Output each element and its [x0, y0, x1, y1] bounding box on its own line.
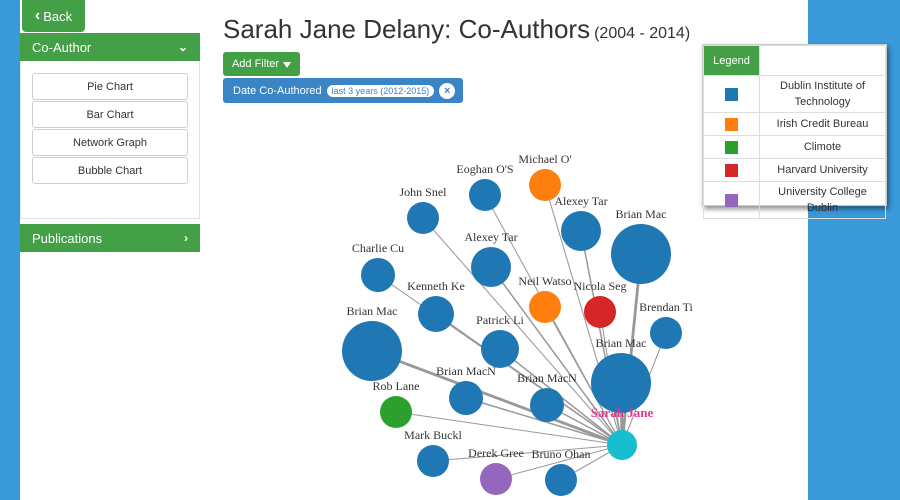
coauthor-label: Rob Lane [373, 379, 420, 393]
publications-header-label: Publications [32, 230, 103, 246]
chevron-down-icon: ⌄ [177, 40, 188, 54]
legend-row: Climote [703, 135, 886, 159]
filter-icon [283, 62, 292, 68]
legend-swatch [725, 117, 738, 131]
legend-row: University College Dublin [703, 181, 886, 219]
coauthor-edge [544, 306, 623, 446]
legend-label: University College Dublin [759, 181, 886, 219]
legend-row: Harvard University [703, 158, 886, 182]
page-title: Sarah Jane Delany: Co-Authors (2004 - 201… [223, 14, 690, 45]
coauthor-label: Alexey Tar [554, 194, 607, 208]
legend-swatch [725, 140, 738, 154]
back-button[interactable]: ‹ Back [22, 0, 85, 32]
title-text: Sarah Jane Delany: Co-Authors [223, 14, 591, 44]
coauthor-label: Brian Mac [596, 336, 647, 350]
coauthor-node[interactable] [584, 296, 616, 328]
legend-swatch [725, 193, 738, 207]
title-years: (2004 - 2014) [594, 25, 691, 42]
coauthor-node[interactable] [545, 464, 577, 496]
coauthor-edge [422, 217, 623, 446]
remove-filter-icon[interactable]: × [439, 82, 456, 99]
coauthor-label: Brendan Ti [639, 300, 693, 314]
filter-chip-value: last 3 years (2012-2015) [326, 84, 435, 97]
coauthor-node[interactable] [380, 396, 412, 428]
coauthor-node[interactable] [417, 445, 449, 477]
coauthor-label: Charlie Cu [352, 241, 404, 255]
coauthor-node[interactable] [529, 169, 561, 201]
coauthor-label: Neil Watso [518, 274, 571, 288]
coauthor-label: Brian MacN [436, 364, 496, 378]
legend-label: Climote [759, 135, 886, 159]
coauthor-node[interactable] [481, 330, 519, 368]
coauthor-label: Mark Buckl [404, 428, 462, 442]
publications-section-header[interactable]: Publications › [20, 224, 200, 252]
coauthor-label: Brian Mac [616, 207, 667, 221]
coauthor-node[interactable] [530, 388, 564, 422]
author-center-node[interactable] [607, 430, 637, 460]
coauthor-node[interactable] [529, 291, 561, 323]
coauthor-node[interactable] [611, 224, 671, 284]
coauthor-label: Brian Mac [347, 304, 398, 318]
legend-row: Dublin Institute of Technology [703, 75, 886, 113]
coauthor-edge [395, 411, 623, 446]
back-label: Back [43, 8, 73, 24]
coauthor-section-header[interactable]: Co-Author ⌄ [20, 33, 200, 61]
coauthor-label: Kenneth Ke [407, 279, 465, 293]
coauthor-edge [432, 444, 623, 462]
legend-swatch [725, 87, 738, 101]
legend-panel: Legend Dublin Institute of Technology Ir… [702, 44, 887, 219]
coauthor-edge [620, 253, 643, 446]
legend-swatch [725, 163, 738, 177]
filter-chip-label: Date Co-Authored [233, 84, 322, 97]
coauthor-node[interactable] [471, 247, 511, 287]
coauthor-edge [490, 266, 623, 446]
coauthor-node[interactable] [591, 353, 651, 413]
coauthor-label: Brian MacN [517, 371, 577, 385]
add-filter-label: Add Filter [231, 58, 280, 70]
coauthor-label: Alexey Tar [464, 230, 517, 244]
coauthor-panel: Pie Chart Bar Chart Network Graph Bubble… [20, 61, 200, 219]
legend-row: Irish Credit Bureau [703, 112, 886, 136]
sidebar: Co-Author ⌄ Pie Chart Bar Chart Network … [20, 33, 200, 252]
chevron-left-icon: ‹ [34, 7, 41, 24]
active-filter-chip: Date Co-Authored last 3 years (2012-2015… [223, 78, 463, 103]
coauthor-node[interactable] [650, 317, 682, 349]
add-filter-button[interactable]: Add Filter [223, 52, 300, 76]
coauthor-node[interactable] [449, 381, 483, 415]
coauthor-label: Michael O' [518, 152, 571, 166]
coauthor-header-label: Co-Author [32, 39, 92, 55]
pie-chart-button[interactable]: Pie Chart [32, 73, 188, 100]
network-graph-button[interactable]: Network Graph [32, 129, 188, 156]
coauthor-edge [435, 313, 623, 446]
bar-chart-button[interactable]: Bar Chart [32, 101, 188, 128]
coauthor-node[interactable] [418, 296, 454, 332]
coauthor-edge [371, 349, 623, 447]
coauthor-label: Bruno Ohan [532, 447, 591, 461]
coauthor-label: John Snel [399, 185, 447, 199]
coauthor-label: Eoghan O'S [456, 162, 513, 176]
node-layer: Michael O' Eoghan O'S John Snel Alexey Tar B… [342, 152, 694, 496]
bubble-chart-button[interactable]: Bubble Chart [32, 157, 188, 184]
coauthor-node[interactable] [469, 179, 501, 211]
coauthor-node[interactable] [407, 202, 439, 234]
coauthor-edge [495, 444, 623, 480]
coauthor-node[interactable] [342, 321, 402, 381]
coauthor-node[interactable] [361, 258, 395, 292]
coauthor-label: Nicola Seg [574, 279, 627, 293]
author-center-label: Sarah Jane [591, 405, 654, 420]
legend-label: Irish Credit Bureau [759, 112, 886, 136]
coauthor-label: Derek Gree [468, 446, 524, 460]
chevron-right-icon: › [184, 231, 188, 245]
coauthor-node[interactable] [480, 463, 512, 495]
coauthor-label: Patrick Li [476, 313, 524, 327]
coauthor-node[interactable] [561, 211, 601, 251]
